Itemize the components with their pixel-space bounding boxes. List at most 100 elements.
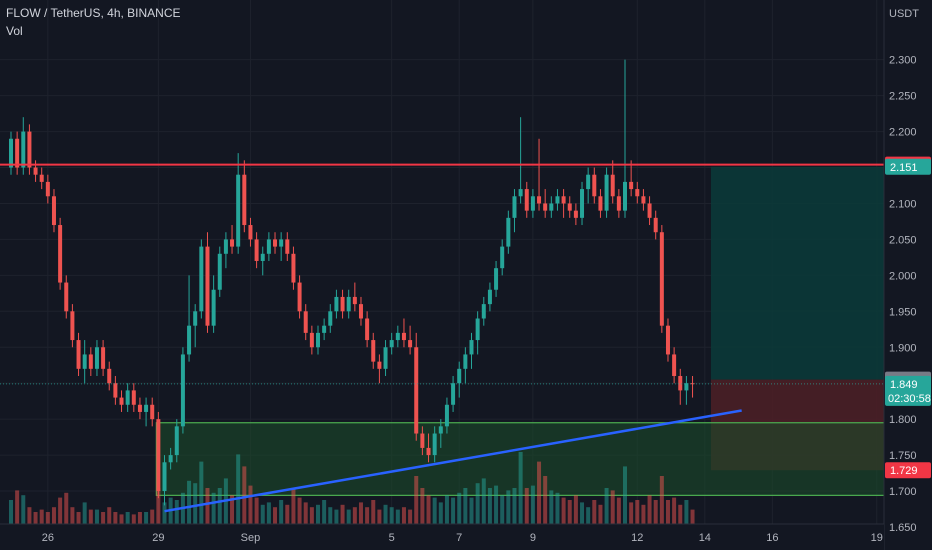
volume-bars <box>9 452 695 524</box>
candle <box>199 239 204 319</box>
candle-body <box>444 404 449 427</box>
volume-bar <box>506 490 511 524</box>
volume-bar <box>131 514 136 524</box>
candle <box>623 59 627 218</box>
volume-bar <box>162 502 167 524</box>
volume-bar <box>598 504 603 524</box>
candle <box>180 347 185 434</box>
volume-bar <box>678 504 683 524</box>
candle-body <box>604 174 609 211</box>
volume-bar <box>604 488 609 524</box>
candle <box>598 189 603 218</box>
candle-body <box>88 354 93 369</box>
candle <box>88 347 93 377</box>
candle-body <box>334 296 339 312</box>
volume-bar <box>573 495 578 524</box>
time-axis-panel[interactable] <box>0 524 884 550</box>
countdown-label: 02:30:58 <box>888 393 931 405</box>
candle-body <box>610 174 615 197</box>
candle <box>322 318 327 341</box>
candle-body <box>616 196 621 211</box>
volume-bar <box>340 504 345 524</box>
candle-body <box>389 340 394 348</box>
candle-body <box>180 354 185 427</box>
candle <box>285 232 290 261</box>
volume-bar <box>193 483 198 524</box>
volume-bar <box>174 500 179 524</box>
volume-bar <box>524 488 529 524</box>
candle <box>9 131 13 175</box>
candle <box>27 124 32 175</box>
candle-body <box>316 332 320 348</box>
volume-bar <box>659 476 664 524</box>
candle-body <box>494 268 499 290</box>
candle <box>230 225 235 254</box>
candle <box>678 368 683 405</box>
volume-bar <box>377 509 382 524</box>
candle <box>58 217 63 290</box>
time-tick-label: 14 <box>699 532 711 544</box>
candle-body <box>432 433 437 456</box>
candle <box>690 376 695 398</box>
candle-body <box>395 332 400 341</box>
candle-body <box>500 246 505 269</box>
candle-body <box>653 217 658 233</box>
candle <box>82 340 87 384</box>
volume-bar <box>150 509 155 524</box>
currency-label: USDT <box>889 8 919 20</box>
candle-body <box>580 189 585 218</box>
candle-body <box>107 368 112 384</box>
candle-body <box>383 347 388 369</box>
candle <box>223 232 228 269</box>
price-badge: 1.849 02:30:58 <box>885 375 931 406</box>
candle-body <box>291 253 296 283</box>
candle-body <box>125 390 130 405</box>
candle <box>395 325 400 348</box>
candle-body <box>678 376 683 391</box>
candle-body <box>70 311 75 341</box>
time-tick-label: 5 <box>389 532 395 544</box>
candle <box>303 304 308 341</box>
volume-bar <box>156 488 161 524</box>
candle <box>401 318 406 348</box>
volume-bar <box>690 509 695 524</box>
candle-body <box>487 289 492 305</box>
volume-bar <box>248 485 253 524</box>
candle <box>647 196 652 226</box>
candle <box>543 189 548 218</box>
volume-bar <box>217 488 222 524</box>
candle-body <box>408 340 413 348</box>
volume-bar <box>205 488 210 524</box>
candle <box>279 232 284 261</box>
candle-body <box>211 289 216 326</box>
volume-bar <box>561 497 566 524</box>
candle-body <box>592 174 597 197</box>
candle <box>352 282 357 312</box>
candle <box>346 289 351 319</box>
candle <box>174 419 179 463</box>
candle-body <box>193 311 198 326</box>
volume-bar <box>82 502 87 524</box>
volume-bar <box>211 492 216 524</box>
candle <box>119 390 124 412</box>
volume-bar <box>555 492 560 524</box>
candle-body <box>187 325 192 355</box>
volume-bar <box>530 485 535 524</box>
volume-bar <box>487 488 492 524</box>
volume-bar <box>518 452 523 524</box>
candle-body <box>76 340 81 369</box>
candle-body <box>457 368 462 384</box>
volume-bar <box>395 509 400 524</box>
price-axis-panel[interactable] <box>884 0 932 550</box>
volume-bar <box>70 507 75 524</box>
time-tick-label: Sep <box>241 532 261 544</box>
volume-bar <box>64 492 69 524</box>
candle <box>408 325 413 355</box>
candle <box>266 232 271 261</box>
volume-bar <box>444 495 449 524</box>
candle-body <box>113 383 118 398</box>
volume-bar <box>94 509 99 524</box>
candle-body <box>641 196 646 204</box>
